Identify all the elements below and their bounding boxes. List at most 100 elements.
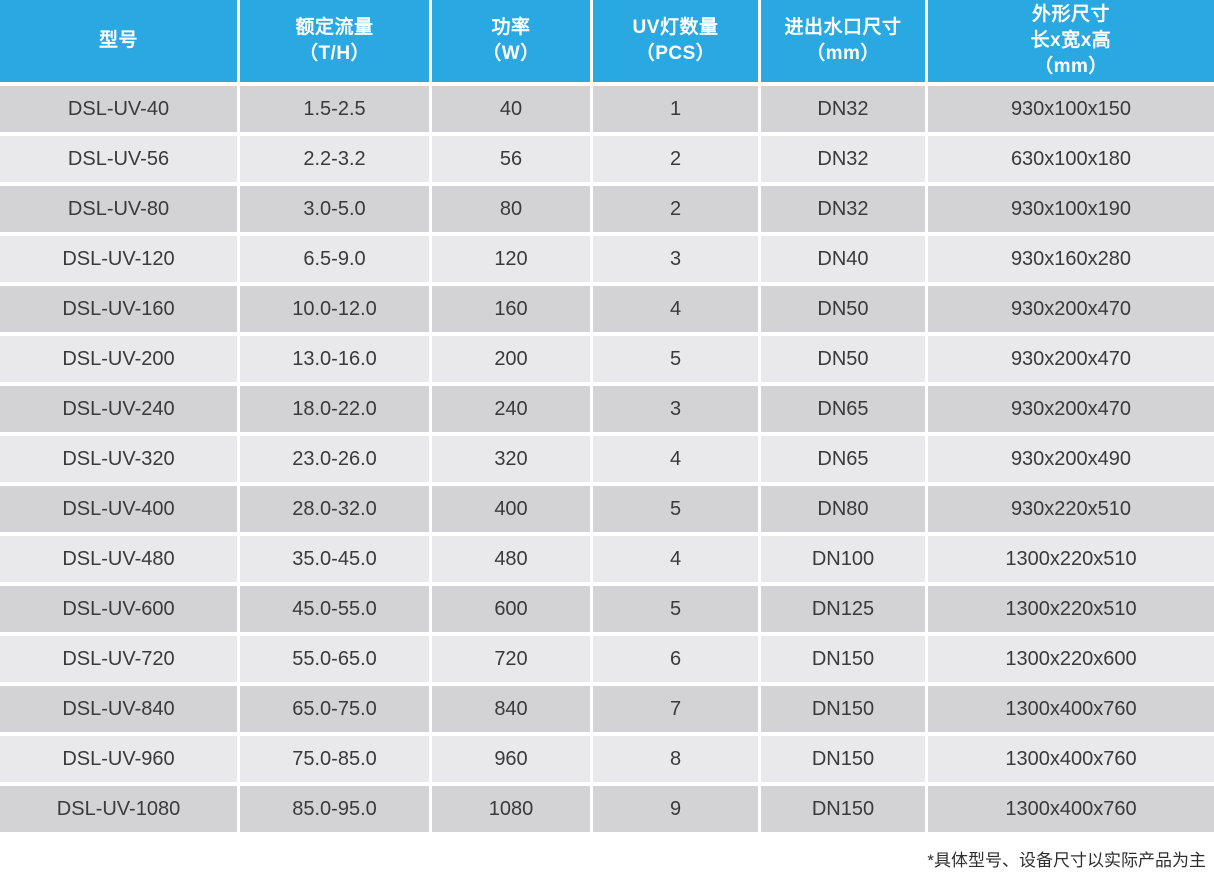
header-line: 长x宽x高 [1030,29,1112,51]
cell-power: 120 [432,236,590,282]
cell-uv-lamp-count: 2 [593,136,758,182]
cell-overall-dimensions: 1300x220x600 [928,636,1214,682]
cell-rated-flow: 2.2-3.2 [240,136,429,182]
cell-port-size: DN50 [761,336,925,382]
cell-port-size: DN32 [761,186,925,232]
cell-overall-dimensions: 930x160x280 [928,236,1214,282]
cell-port-size: DN65 [761,436,925,482]
cell-model: DSL-UV-1080 [0,786,237,832]
cell-model: DSL-UV-160 [0,286,237,332]
cell-rated-flow: 45.0-55.0 [240,586,429,632]
cell-rated-flow: 18.0-22.0 [240,386,429,432]
cell-overall-dimensions: 930x100x150 [928,86,1214,132]
cell-power: 840 [432,686,590,732]
cell-power: 320 [432,436,590,482]
cell-port-size: DN150 [761,636,925,682]
cell-port-size: DN65 [761,386,925,432]
cell-rated-flow: 85.0-95.0 [240,786,429,832]
header-cell-port-size: 进出水口尺寸 （mm） [761,0,925,82]
cell-uv-lamp-count: 5 [593,586,758,632]
cell-uv-lamp-count: 7 [593,686,758,732]
cell-uv-lamp-count: 3 [593,236,758,282]
cell-power: 1080 [432,786,590,832]
cell-uv-lamp-count: 3 [593,386,758,432]
cell-overall-dimensions: 630x100x180 [928,136,1214,182]
cell-port-size: DN150 [761,786,925,832]
cell-model: DSL-UV-400 [0,486,237,532]
cell-uv-lamp-count: 5 [593,486,758,532]
cell-power: 80 [432,186,590,232]
cell-overall-dimensions: 930x220x510 [928,486,1214,532]
spec-table: 型号 额定流量 （T/H） 功率 （W） UV灯数量 （PCS） 进出水口尺寸 （mm） 外形尺寸… [0,0,1214,832]
header-line: 型号 [98,29,138,51]
cell-overall-dimensions: 1300x400x760 [928,686,1214,732]
cell-rated-flow: 13.0-16.0 [240,336,429,382]
header-line: （W） [482,43,540,64]
cell-power: 400 [432,486,590,532]
cell-uv-lamp-count: 4 [593,436,758,482]
cell-overall-dimensions: 930x200x470 [928,386,1214,432]
cell-rated-flow: 10.0-12.0 [240,286,429,332]
header-cell-model: 型号 [0,0,237,82]
cell-rated-flow: 23.0-26.0 [240,436,429,482]
cell-overall-dimensions: 1300x400x760 [928,786,1214,832]
header-line: UV灯数量 [632,16,719,38]
cell-power: 160 [432,286,590,332]
cell-power: 40 [432,86,590,132]
header-line: （T/H） [298,43,371,64]
cell-port-size: DN32 [761,136,925,182]
cell-model: DSL-UV-40 [0,86,237,132]
cell-model: DSL-UV-720 [0,636,237,682]
cell-power: 56 [432,136,590,182]
cell-port-size: DN150 [761,736,925,782]
cell-power: 960 [432,736,590,782]
header-cell-rated-flow: 额定流量 （T/H） [240,0,429,82]
cell-port-size: DN80 [761,486,925,532]
cell-power: 200 [432,336,590,382]
header-cell-power: 功率 （W） [432,0,590,82]
cell-model: DSL-UV-120 [0,236,237,282]
cell-rated-flow: 75.0-85.0 [240,736,429,782]
cell-model: DSL-UV-840 [0,686,237,732]
cell-model: DSL-UV-600 [0,586,237,632]
cell-rated-flow: 35.0-45.0 [240,536,429,582]
cell-rated-flow: 28.0-32.0 [240,486,429,532]
cell-model: DSL-UV-960 [0,736,237,782]
cell-uv-lamp-count: 1 [593,86,758,132]
cell-overall-dimensions: 1300x220x510 [928,586,1214,632]
cell-uv-lamp-count: 8 [593,736,758,782]
header-line: （PCS） [635,43,716,64]
cell-uv-lamp-count: 4 [593,286,758,332]
cell-model: DSL-UV-480 [0,536,237,582]
header-cell-uv-lamp-count: UV灯数量 （PCS） [593,0,758,82]
cell-overall-dimensions: 930x200x470 [928,336,1214,382]
cell-overall-dimensions: 930x200x490 [928,436,1214,482]
cell-uv-lamp-count: 2 [593,186,758,232]
header-line: （mm） [1034,56,1108,78]
header-line: 外形尺寸 [1031,3,1110,25]
cell-port-size: DN125 [761,586,925,632]
cell-power: 240 [432,386,590,432]
cell-port-size: DN150 [761,686,925,732]
cell-rated-flow: 1.5-2.5 [240,86,429,132]
footnote: *具体型号、设备尺寸以实际产品为主 [927,851,1206,870]
cell-power: 600 [432,586,590,632]
cell-port-size: DN100 [761,536,925,582]
cell-model: DSL-UV-56 [0,136,237,182]
cell-model: DSL-UV-200 [0,336,237,382]
cell-uv-lamp-count: 4 [593,536,758,582]
header-line: （mm） [806,43,880,64]
cell-overall-dimensions: 1300x220x510 [928,536,1214,582]
cell-port-size: DN32 [761,86,925,132]
header-cell-overall-dimensions: 外形尺寸长x宽x高 （mm） [928,0,1214,82]
cell-overall-dimensions: 930x100x190 [928,186,1214,232]
cell-model: DSL-UV-320 [0,436,237,482]
cell-rated-flow: 65.0-75.0 [240,686,429,732]
cell-rated-flow: 6.5-9.0 [240,236,429,282]
cell-uv-lamp-count: 6 [593,636,758,682]
cell-power: 480 [432,536,590,582]
cell-power: 720 [432,636,590,682]
header-line: 进出水口尺寸 [784,16,902,38]
cell-overall-dimensions: 1300x400x760 [928,736,1214,782]
cell-overall-dimensions: 930x200x470 [928,286,1214,332]
